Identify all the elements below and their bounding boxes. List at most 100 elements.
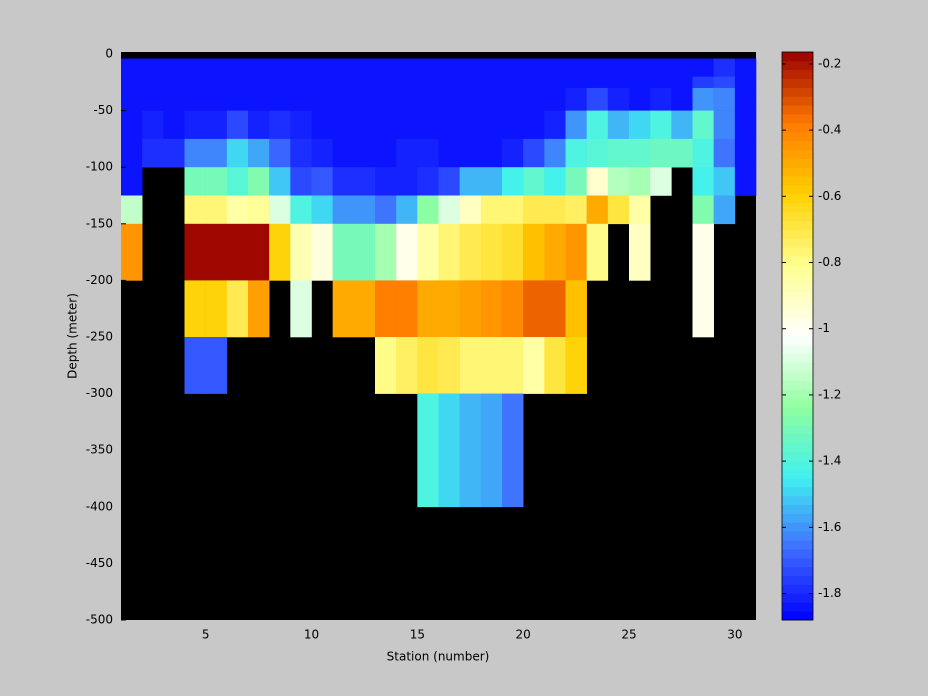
heatmap-cell <box>459 393 482 508</box>
heatmap-cell <box>248 167 270 196</box>
heatmap-cell <box>459 223 482 281</box>
x-tick-label: 25 <box>621 628 636 642</box>
heatmap-cell <box>375 280 397 338</box>
colorbar-swatch <box>782 584 813 594</box>
heatmap-cell <box>290 195 312 225</box>
heatmap-cell <box>290 110 312 140</box>
colorbar-swatch <box>782 229 813 239</box>
colorbar-swatch <box>782 451 813 461</box>
heatmap-cell <box>438 337 460 394</box>
colorbar-swatch <box>782 211 813 222</box>
heatmap-cell <box>480 87 503 111</box>
heatmap-cell <box>459 138 482 168</box>
heatmap-cell <box>502 393 524 508</box>
heatmap-cell <box>375 337 397 394</box>
heatmap-cell <box>523 337 545 394</box>
heatmap-cell <box>565 76 587 89</box>
heatmap-cell <box>438 138 460 168</box>
heatmap-cell <box>586 167 609 196</box>
colorbar-swatch <box>782 433 813 443</box>
colorbar-swatch <box>782 575 813 585</box>
colorbar-swatch <box>782 469 813 479</box>
heatmap-cell <box>586 76 609 89</box>
heatmap-cell <box>607 167 630 196</box>
colorbar-swatch <box>782 185 813 195</box>
heatmap-cell <box>459 337 482 394</box>
heatmap-cell <box>523 280 545 338</box>
heatmap-cell <box>353 138 376 168</box>
heatmap-cell <box>565 87 587 111</box>
heatmap-cell <box>417 110 439 140</box>
heatmap-cell <box>353 76 376 89</box>
heatmap-cell <box>480 223 503 281</box>
colorbar-swatch <box>782 309 813 319</box>
heatmap-cell <box>607 138 630 168</box>
heatmap-cell <box>226 87 249 111</box>
colorbar-swatch <box>782 344 813 355</box>
heatmap-cell <box>650 110 672 140</box>
colorbar-swatch <box>782 202 813 213</box>
heatmap-cell <box>290 138 312 168</box>
heatmap-cell <box>396 280 418 338</box>
heatmap-cell <box>184 110 206 140</box>
x-tick-label: 20 <box>516 628 531 642</box>
heatmap-cell <box>290 167 312 196</box>
heatmap-cell <box>459 58 482 77</box>
heatmap-cell <box>713 138 736 168</box>
heatmap-cell <box>607 76 630 89</box>
heatmap-cell <box>565 110 587 140</box>
heatmap-cell <box>269 223 291 281</box>
heatmap-cell <box>184 138 206 168</box>
heatmap-cell <box>375 138 397 168</box>
colorbar-tick-label: -1 <box>818 321 830 335</box>
heatmap-cell <box>692 167 714 196</box>
heatmap-cell <box>332 138 355 168</box>
colorbar-swatch <box>782 282 813 293</box>
heatmap-cell <box>311 58 333 77</box>
heatmap-cell <box>544 58 566 77</box>
x-axis-label: Station (number) <box>387 650 490 664</box>
heatmap-cell <box>396 167 418 196</box>
heatmap-cell <box>417 393 439 508</box>
colorbar-swatch <box>782 442 813 452</box>
heatmap-cell <box>629 223 651 281</box>
heatmap-cell <box>523 195 545 225</box>
heatmap-cell <box>184 280 206 338</box>
heatmap-cell <box>586 87 609 111</box>
heatmap-cell <box>205 58 228 77</box>
heatmap-cell <box>205 110 228 140</box>
heatmap-cell <box>734 76 757 89</box>
heatmap-cell <box>692 110 714 140</box>
colorbar-swatch <box>782 353 813 364</box>
heatmap-cell <box>438 195 460 225</box>
heatmap-cell <box>163 138 185 168</box>
heatmap-cell <box>629 58 651 77</box>
colorbar-swatch <box>782 611 813 621</box>
colorbar-swatch <box>782 158 813 168</box>
colorbar-swatch <box>782 513 813 523</box>
heatmap-cell <box>290 58 312 77</box>
heatmap-cell <box>544 138 566 168</box>
colorbar-swatch <box>782 96 813 106</box>
heatmap-cell <box>544 195 566 225</box>
heatmap-cell <box>523 76 545 89</box>
y-tick-label: -200 <box>86 273 113 287</box>
heatmap-cell <box>184 223 206 281</box>
colorbar-tick-label: -0.4 <box>818 123 841 137</box>
heatmap-cell <box>671 87 693 111</box>
heatmap-cell <box>502 110 524 140</box>
heatmap-cell <box>523 138 545 168</box>
heatmap-cell <box>332 280 355 338</box>
heatmap-cell <box>142 76 164 89</box>
colorbar-swatch <box>782 265 813 275</box>
heatmap-cell <box>502 280 524 338</box>
heatmap-cell <box>417 76 439 89</box>
heatmap-cell <box>459 280 482 338</box>
heatmap-cell <box>629 76 651 89</box>
heatmap-cell <box>438 76 460 89</box>
heatmap-cell <box>121 87 143 111</box>
heatmap-cell <box>544 223 566 281</box>
heatmap-cell <box>184 195 206 225</box>
heatmap-cell <box>353 195 376 225</box>
heatmap-cell <box>311 223 333 281</box>
